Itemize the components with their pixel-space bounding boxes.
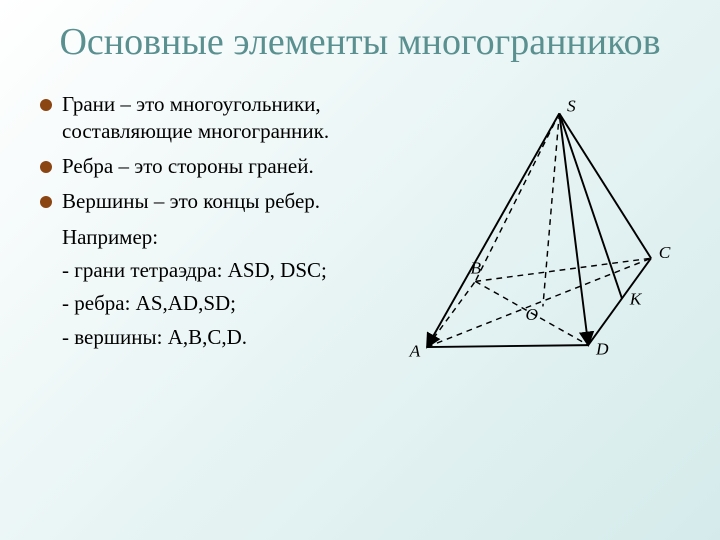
bullet-text: Грани – это многоугольники, составляющие…: [62, 91, 390, 146]
bullet-dot-icon: [40, 99, 52, 111]
example-line: - вершины: A,B,C,D.: [62, 324, 390, 351]
bullet-dot-icon: [40, 161, 52, 173]
bullet-item: Грани – это многоугольники, составляющие…: [40, 91, 390, 146]
bullet-item: Ребра – это стороны граней.: [40, 153, 390, 180]
bullet-dot-icon: [40, 196, 52, 208]
content-row: Грани – это многоугольники, составляющие…: [40, 91, 680, 386]
example-line: - ребра: AS,AD,SD;: [62, 290, 390, 317]
slide-container: Основные элементы многогранников Грани –…: [0, 0, 720, 540]
svg-text:B: B: [470, 258, 481, 277]
svg-text:A: A: [409, 341, 421, 360]
bullet-text: Ребра – это стороны граней.: [62, 153, 390, 180]
example-label: Например:: [62, 224, 390, 251]
bullet-item: Вершины – это концы ребер.: [40, 188, 390, 215]
bullet-text: Вершины – это концы ребер.: [62, 188, 390, 215]
diagram-column: S A B C D O K: [400, 91, 680, 386]
pyramid-diagram: S A B C D O K: [400, 91, 680, 381]
svg-text:O: O: [526, 305, 539, 324]
svg-text:D: D: [595, 339, 609, 358]
slide-title: Основные элементы многогранников: [40, 20, 680, 66]
text-column: Грани – это многоугольники, составляющие…: [40, 91, 400, 386]
svg-text:K: K: [629, 289, 643, 308]
example-line: - грани тетраэдра: ASD, DSC;: [62, 257, 390, 284]
svg-text:S: S: [567, 96, 576, 115]
svg-text:C: C: [659, 243, 671, 262]
